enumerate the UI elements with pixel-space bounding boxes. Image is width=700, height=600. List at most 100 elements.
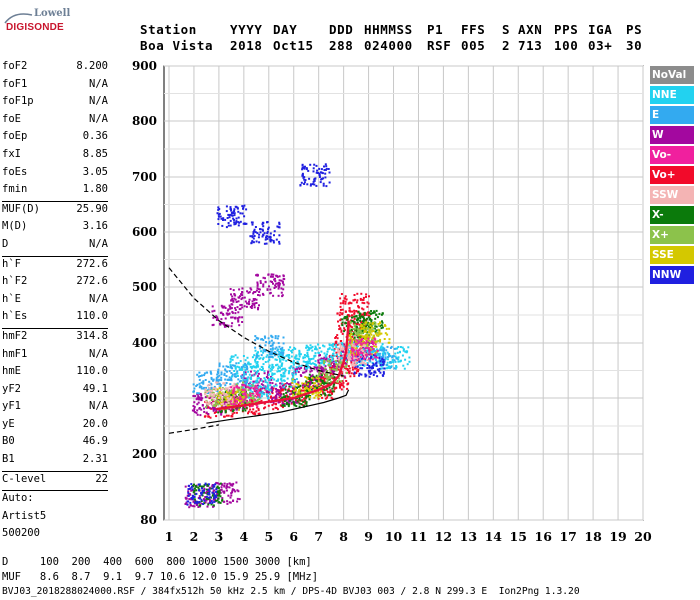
data-point-x (346, 361, 348, 364)
data-point-e (230, 377, 233, 380)
data-point-nne (262, 348, 265, 351)
data-point-ssw (220, 399, 223, 402)
data-point-nnw (278, 242, 281, 245)
data-point-sse (360, 323, 363, 326)
data-point-vo (249, 394, 252, 397)
data-point-x (336, 366, 338, 369)
data-point-vo (215, 415, 218, 418)
data-point-x (206, 395, 209, 398)
data-point-w (230, 494, 233, 497)
data-point-ssw (211, 397, 214, 399)
data-point-w (250, 370, 252, 373)
data-point-nne (279, 366, 281, 369)
data-point-ssw (226, 397, 229, 399)
data-point-w (231, 484, 234, 487)
data-point-nne (314, 352, 317, 355)
data-point-vo (340, 388, 343, 391)
x-tick-label: 20 (634, 529, 652, 544)
data-point-vo (369, 353, 372, 356)
data-point-ssw (211, 403, 214, 406)
data-point-w (237, 320, 240, 323)
data-point-vo (335, 386, 338, 389)
data-point-nne (363, 364, 366, 367)
data-point-nnw (266, 230, 269, 233)
data-point-nne (308, 348, 311, 351)
data-point-x (312, 375, 315, 378)
data-point-x (195, 485, 198, 488)
data-point-w (229, 496, 232, 499)
data-point-vo (343, 329, 346, 331)
data-point-nnw (262, 229, 264, 232)
data-point-nne (315, 348, 318, 351)
data-point-nne (273, 385, 276, 388)
data-point-nnw (190, 483, 193, 486)
data-point-nnw (382, 358, 385, 361)
data-point-w (199, 392, 202, 395)
data-point-vo (303, 397, 306, 400)
data-point-x (351, 320, 353, 322)
data-point-nnw (235, 205, 238, 208)
data-point-vo (336, 334, 339, 337)
data-point-nne (341, 357, 344, 360)
data-point-x (293, 402, 296, 405)
data-point-ssw (336, 347, 339, 350)
data-point-sse (297, 384, 300, 387)
data-point-nne (271, 377, 274, 380)
data-point-vo (354, 355, 357, 358)
data-point-nnw (369, 357, 372, 360)
data-point-w (245, 305, 248, 308)
data-point-ssw (208, 383, 211, 386)
data-point-sse (300, 392, 303, 395)
data-point-x (352, 333, 354, 336)
data-point-nnw (239, 220, 242, 223)
data-point-x (326, 359, 329, 362)
data-point-sse (368, 322, 371, 325)
data-point-x (336, 380, 339, 382)
data-point-vo (356, 322, 359, 325)
data-point-w (234, 490, 237, 493)
data-point-w (274, 280, 277, 283)
data-point-nnw (371, 365, 374, 368)
data-point-x (315, 379, 318, 382)
data-point-nne (389, 354, 392, 357)
data-point-w (256, 284, 259, 287)
data-point-ssw (364, 344, 366, 347)
data-point-nne (394, 367, 397, 370)
param-key: hmF2 (2, 329, 28, 342)
data-point-w (281, 280, 284, 283)
data-point-nne (380, 345, 383, 348)
data-point-e (195, 385, 198, 387)
data-point-nne (262, 363, 265, 366)
data-point-w (190, 489, 193, 492)
data-point-x (238, 388, 241, 391)
data-point-w (269, 381, 272, 384)
data-point-e (280, 348, 283, 351)
data-point-w (233, 488, 236, 491)
data-point-sse (358, 334, 361, 337)
data-point-e (267, 350, 270, 353)
data-point-sse (304, 382, 307, 385)
data-point-nne (331, 356, 334, 359)
data-point-nne (270, 376, 273, 379)
data-point-nne (331, 358, 334, 361)
data-point-nne (244, 359, 247, 362)
data-point-ssw (341, 348, 344, 351)
data-point-nnw (227, 222, 230, 224)
data-point-ssw (342, 347, 345, 350)
data-point-nne (285, 359, 288, 362)
data-point-w (220, 486, 223, 489)
data-point-x (328, 382, 331, 385)
data-point-sse (235, 397, 238, 400)
data-point-x (353, 330, 356, 333)
data-point-e (245, 373, 247, 376)
parameter-panel: foF2 8.200 foF1 N/A foF1p N/A foE N/A foEp 0.36 fx… (2, 60, 108, 545)
data-point-nne (246, 356, 249, 359)
data-point-nnw (253, 235, 256, 237)
data-point-x (380, 324, 383, 327)
data-point-ssw (218, 396, 220, 399)
data-point-x (341, 324, 344, 327)
data-point-vo (340, 340, 343, 342)
data-point-w (282, 288, 285, 291)
data-point-w (317, 361, 320, 364)
data-point-nnw (213, 497, 216, 500)
